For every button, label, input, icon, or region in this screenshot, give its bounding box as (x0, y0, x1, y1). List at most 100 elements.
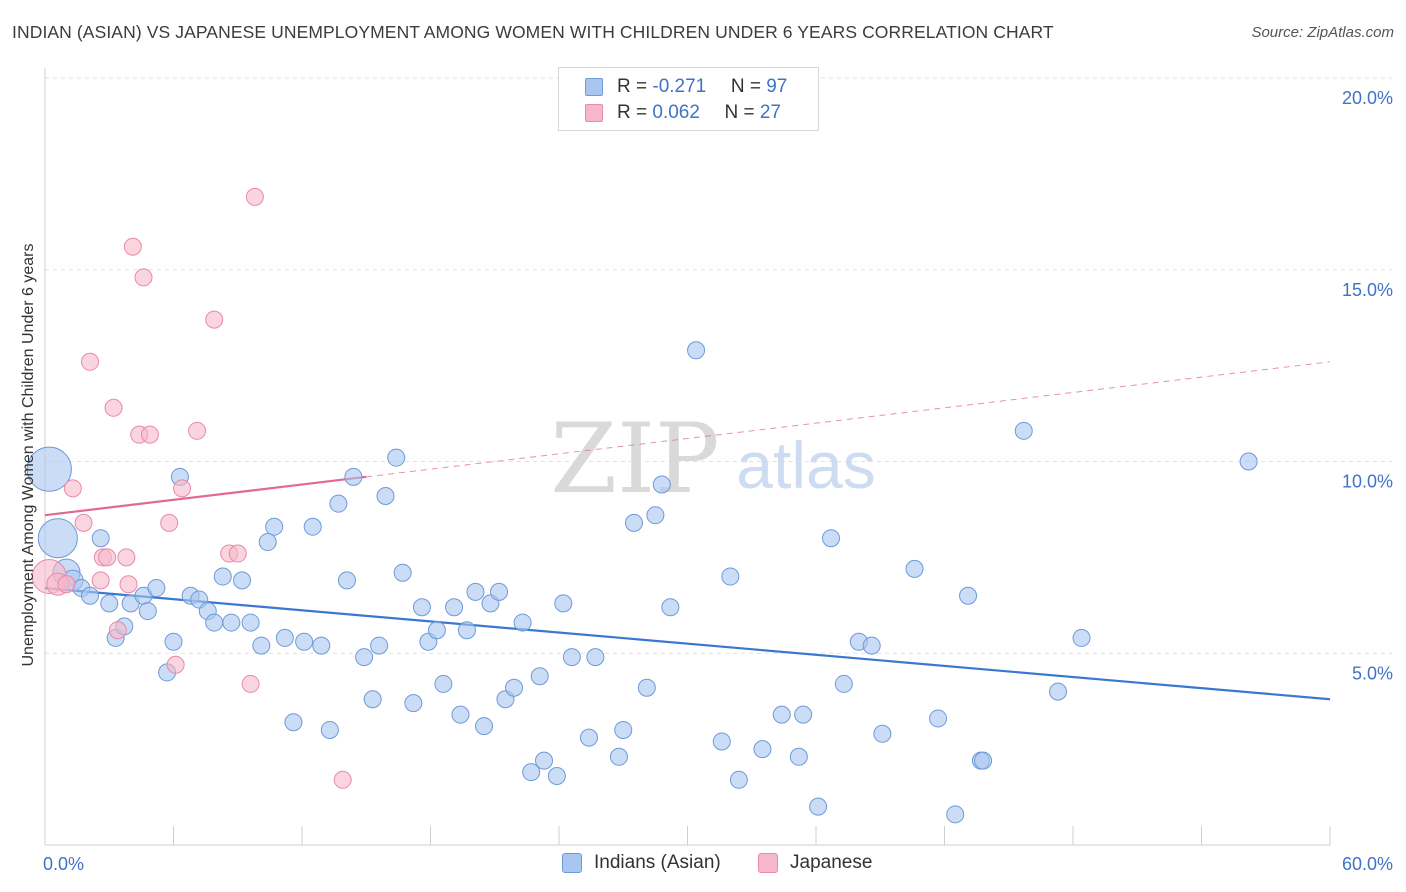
japanese-point (333, 770, 352, 789)
indians-trend-line (44, 586, 1331, 701)
legend-n-value: 97 (766, 76, 788, 97)
legend-r-value: -0.271 (652, 76, 707, 97)
indians-point (729, 770, 748, 789)
bottom-legend-label-indians: Indians (Asian) (594, 852, 721, 873)
legend-n-label: N = (724, 102, 760, 123)
legend-r-label: R = (617, 76, 653, 97)
trend-lines (44, 361, 1331, 701)
legend-n-label: N = (730, 76, 767, 97)
indians-point (905, 559, 924, 578)
indians-point (284, 713, 303, 732)
indians-point (205, 613, 224, 632)
indians-point (252, 636, 271, 655)
indians-point (138, 602, 157, 621)
chart-title: INDIAN (ASIAN) VS JAPANESE UNEMPLOYMENT … (12, 22, 1054, 42)
indians-point (687, 341, 706, 360)
watermark-atlas: atlas (736, 428, 875, 502)
japanese-point (241, 674, 260, 693)
indians-point (241, 613, 260, 632)
indians-point (794, 705, 813, 724)
indians-point (712, 732, 731, 751)
indians-point (862, 636, 881, 655)
japanese-point (80, 352, 99, 371)
indians-point (974, 751, 993, 770)
indians-point (530, 667, 549, 686)
y-axis-label: Unemployment Among Women with Children U… (20, 243, 37, 667)
indians-point (445, 598, 464, 617)
indians-point (213, 567, 232, 586)
tick-labels: 5.0% 10.0% 15.0% 20.0% 0.0% 60.0% (43, 88, 1393, 874)
indians-point (562, 648, 581, 667)
indians-point (547, 766, 566, 785)
japanese-point (117, 548, 136, 567)
legend-r-label: R = (617, 102, 653, 123)
indians-point (1239, 452, 1258, 471)
japanese-point (205, 310, 224, 329)
indians-point (222, 613, 241, 632)
indians-point (100, 594, 119, 613)
y-tick-label: 10.0% (1342, 472, 1393, 492)
indians-point (80, 586, 99, 605)
japanese-point (63, 479, 82, 498)
legend-n-value: 27 (759, 102, 781, 123)
japanese-point (108, 621, 127, 640)
japanese-point (74, 513, 93, 532)
indians-point (26, 446, 72, 492)
watermark-zip: ZIP (550, 403, 719, 515)
x-tick-label: 60.0% (1342, 854, 1393, 874)
indians-point (1049, 682, 1068, 701)
indians-point (624, 513, 643, 532)
indians-point (753, 740, 772, 759)
indians-point (789, 747, 808, 766)
indians-point (809, 797, 828, 816)
legend-swatch-indians (585, 78, 603, 96)
indians-point (834, 674, 853, 693)
indians-point (329, 494, 348, 513)
indians-point (1014, 421, 1033, 440)
indians-point (337, 571, 356, 590)
indians-point (393, 563, 412, 582)
y-tick-label: 5.0% (1352, 663, 1393, 683)
japanese-trend-line (44, 475, 367, 517)
indians-point (586, 648, 605, 667)
bottom-legend-swatch-japanese (758, 853, 778, 873)
indians-point (303, 517, 322, 536)
indians-point (609, 747, 628, 766)
indians-point (554, 594, 573, 613)
japanese-point (57, 575, 76, 594)
legend-swatch-japanese (585, 104, 603, 122)
indians-point (946, 805, 965, 824)
gridlines (45, 77, 1392, 654)
indians-point (370, 636, 389, 655)
indians-point (522, 763, 541, 782)
indians-point (265, 517, 284, 536)
indians-point (387, 448, 406, 467)
japanese-point (188, 421, 207, 440)
indians-point (164, 632, 183, 651)
indians-point (466, 582, 485, 601)
japanese-point (91, 571, 110, 590)
indians-point (646, 506, 665, 525)
y-tick-label: 20.0% (1342, 88, 1393, 108)
indians-point (637, 678, 656, 697)
indians-point (579, 728, 598, 747)
indians-point (427, 621, 446, 640)
indians-point (959, 586, 978, 605)
indians-point (147, 579, 166, 598)
indians-point (614, 720, 633, 739)
source-label: Source: ZipAtlas.com (1251, 24, 1394, 41)
japanese-point (228, 544, 247, 563)
watermark: ZIP atlas (550, 403, 875, 515)
indians-point (652, 475, 671, 494)
indians-point (535, 751, 554, 770)
indians-point (295, 632, 314, 651)
indians-point (475, 717, 494, 736)
indians-point (661, 598, 680, 617)
bottom-legend-swatch-indians (562, 853, 582, 873)
japanese-point (173, 479, 192, 498)
bottom-legend-label-japanese: Japanese (790, 852, 873, 873)
indians-point (320, 720, 339, 739)
japanese-point (140, 425, 159, 444)
indians-point (513, 613, 532, 632)
